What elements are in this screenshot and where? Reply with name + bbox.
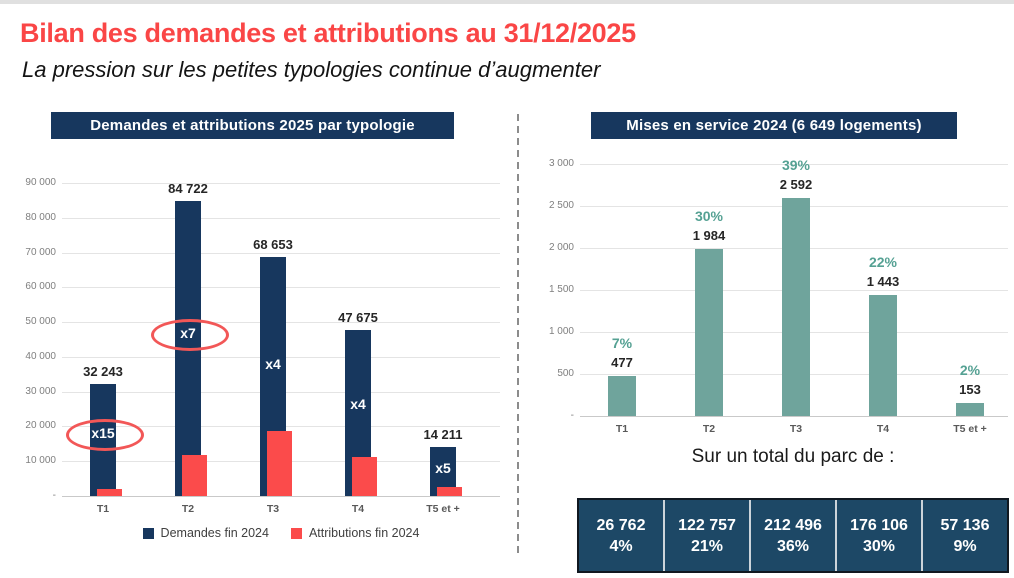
attributions-bar-T1 <box>97 488 122 496</box>
parc-value: 122 757 <box>678 516 736 534</box>
right-chart-header: Mises en service 2024 (6 649 logements) <box>591 112 957 139</box>
parc-percent: 9% <box>953 537 977 555</box>
y-axis-tick-label: 50 000 <box>25 316 56 328</box>
bar-value-label: 477 <box>611 354 633 370</box>
y-axis-tick-label: - <box>570 410 574 421</box>
left-chart-plot: 90 000 80 000 70 000 60 000 50 000 40 000 30 0… <box>25 177 500 515</box>
highlight-ellipse <box>66 419 144 452</box>
mises-bar-T2 <box>695 249 723 416</box>
parc-value: 176 106 <box>850 516 908 534</box>
bar-value-label: 32 243 <box>83 363 123 379</box>
x-axis-tick-label: T3 <box>789 423 803 435</box>
bar-value-label: 153 <box>959 382 981 398</box>
parc-caption: Sur un total du parc de : <box>691 446 895 467</box>
parc-percent: 36% <box>776 537 810 555</box>
bar-percent-label: 2% <box>959 362 981 379</box>
y-axis-tick-label: - <box>52 490 56 501</box>
attributions-bar-T2 <box>182 454 207 496</box>
parc-cell-3: 212 496 36% <box>749 500 835 571</box>
page-title: Bilan des demandes et attributions au 31… <box>20 18 636 48</box>
y-axis-tick-label: 3 000 <box>548 158 574 169</box>
multiplier-label: x4 <box>350 395 366 412</box>
x-axis-tick-label: T2 <box>181 503 195 515</box>
bar-percent-label: 22% <box>868 253 898 270</box>
right-chart-plot: 3 000 2 500 2 000 1 500 1 000 500 - 477 7% T1 1 98… <box>549 157 1008 435</box>
highlight-ellipse <box>151 318 229 351</box>
y-axis-tick-label: 500 <box>557 368 574 379</box>
y-axis-tick-label: 80 000 <box>25 211 56 223</box>
legend-label-demandes: Demandes fin 2024 <box>160 526 269 540</box>
bar-value-label: 1 443 <box>866 273 900 289</box>
attributions-bar-T4 <box>352 456 377 496</box>
bar-value-label: 14 211 <box>423 426 463 442</box>
y-axis-tick-label: 30 000 <box>25 385 56 397</box>
y-axis-tick-label: 40 000 <box>25 350 56 362</box>
bar-value-label: 84 722 <box>168 181 208 197</box>
parc-cell-5: 57 136 9% <box>921 500 1007 571</box>
left-chart-legend: Demandes fin 2024 Attributions fin 2024 <box>62 526 500 540</box>
parc-cell-2: 122 757 21% <box>663 500 749 571</box>
left-chart-header: Demandes et attributions 2025 par typolo… <box>51 112 454 139</box>
y-axis-tick-label: 2 500 <box>548 200 574 211</box>
x-axis-tick-label: T5 et + <box>426 503 460 515</box>
x-axis-tick-label: T5 et + <box>953 423 987 435</box>
gridline <box>580 416 1008 417</box>
parc-percent: 30% <box>862 537 896 555</box>
x-axis-tick-label: T4 <box>876 423 890 435</box>
parc-percent: 4% <box>609 537 633 555</box>
gridline <box>62 252 500 254</box>
gridline <box>580 164 1008 165</box>
mises-bar-T5 et + <box>956 403 984 416</box>
y-axis-tick-label: 90 000 <box>25 177 56 188</box>
window-edge-strip <box>0 0 1014 4</box>
attributions-bar-T5 et + <box>437 486 462 496</box>
gridline <box>62 183 500 184</box>
bar-value-label: 68 653 <box>253 237 293 253</box>
bar-percent-label: 39% <box>781 157 811 174</box>
parc-cell-4: 176 106 30% <box>835 500 921 571</box>
mises-bar-T1 <box>608 375 636 416</box>
x-axis-tick-label: T1 <box>96 503 110 515</box>
bar-value-label: 2 592 <box>779 177 813 193</box>
multiplier-label: x5 <box>435 459 451 476</box>
mises-bar-T4 <box>869 294 897 416</box>
legend-item-demandes: Demandes fin 2024 <box>142 526 269 540</box>
y-axis-tick-label: 2 000 <box>548 242 574 253</box>
gridline <box>62 496 500 497</box>
attributions-bar-T3 <box>267 430 292 496</box>
legend-item-attributions: Attributions fin 2024 <box>290 526 420 540</box>
bar-value-label: 47 675 <box>338 310 378 326</box>
parc-value: 57 136 <box>940 516 990 534</box>
bar-percent-label: 30% <box>694 208 724 225</box>
x-axis-tick-label: T1 <box>615 423 629 435</box>
legend-swatch-demandes <box>142 527 154 539</box>
multiplier-label: x4 <box>265 355 281 372</box>
x-axis-tick-label: T3 <box>266 503 280 515</box>
page-subtitle: La pression sur les petites typologies c… <box>22 57 601 82</box>
parc-cell-1: 26 762 4% <box>579 500 663 571</box>
bar-value-label: 1 984 <box>692 228 726 244</box>
x-axis-tick-label: T4 <box>351 503 365 515</box>
legend-swatch-attributions <box>290 527 302 539</box>
y-axis-tick-label: 10 000 <box>25 455 56 467</box>
parc-percent: 21% <box>690 537 724 555</box>
legend-label-attributions: Attributions fin 2024 <box>308 526 420 540</box>
section-divider <box>517 114 519 554</box>
y-axis-tick-label: 1 000 <box>548 326 574 337</box>
parc-value: 26 762 <box>596 516 646 534</box>
y-axis-tick-label: 60 000 <box>25 281 56 293</box>
x-axis-tick-label: T2 <box>702 423 716 435</box>
gridline <box>62 217 500 219</box>
parc-table: 26 762 4% 122 757 21% 212 496 36% 176 106 30% 57… <box>577 498 1009 573</box>
y-axis-tick-label: 1 500 <box>548 284 574 295</box>
bar-percent-label: 7% <box>611 334 633 351</box>
mises-bar-T3 <box>782 198 810 416</box>
y-axis-tick-label: 20 000 <box>25 420 56 432</box>
y-axis-tick-label: 70 000 <box>25 246 56 258</box>
parc-value: 212 496 <box>764 516 822 534</box>
